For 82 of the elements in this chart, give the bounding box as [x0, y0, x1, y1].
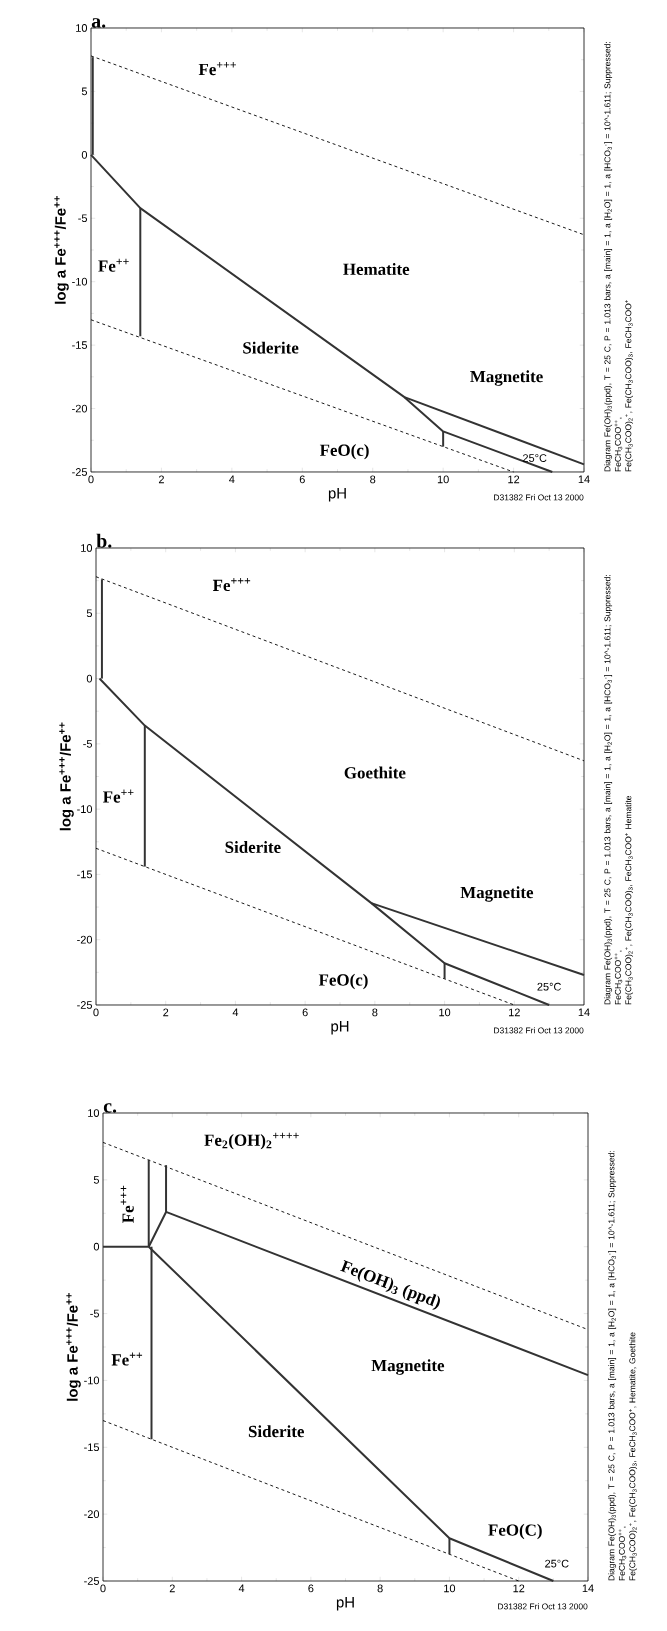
annotation: Fe$_{2}$(OH)$_{2}$++++: [204, 1132, 299, 1150]
y-tick-label: -20: [77, 935, 93, 944]
annotation: Magnetite: [371, 1359, 445, 1375]
y-tick-label: -5: [90, 1309, 100, 1318]
annotation: 25°C: [545, 1559, 569, 1568]
y-tick-label: -10: [84, 1376, 100, 1385]
annotation: 25°C: [523, 454, 547, 462]
annotation: FeO(C): [488, 1523, 542, 1540]
y-axis-title: log a Fe$^{+++}$/Fe$^{++}$: [54, 196, 69, 304]
y-tick-label: 10: [81, 544, 93, 552]
x-tick-label: 2: [158, 475, 164, 484]
x-tick-label: 6: [308, 1584, 314, 1593]
chart-title: a.: [91, 18, 106, 28]
y-tick-label: -5: [78, 214, 88, 223]
x-tick-label: 10: [439, 1008, 451, 1017]
text: D31382 Fri Oct 13 2000: [494, 494, 584, 501]
y-tick-label: -10: [77, 805, 93, 814]
y-tick-label: -15: [72, 341, 88, 349]
y-tick-label: 0: [93, 1242, 100, 1251]
x-tick-label: 14: [578, 475, 590, 484]
x-tick-label: 4: [232, 1008, 239, 1017]
annotation: Fe$^{++}$: [111, 1352, 143, 1366]
y-axis-title: log a Fe$^{+++}$/Fe$^{++}$: [59, 722, 74, 831]
x-tick-label: 8: [372, 1008, 378, 1017]
y-axis-title: log a Fe$^{+++}$/Fe$^{++}$: [66, 1293, 81, 1401]
y-tick-label: -15: [84, 1443, 100, 1452]
x-tick-label: 2: [163, 1008, 169, 1017]
y-tick-label: 0: [86, 674, 93, 683]
chart-title: b.: [96, 533, 112, 548]
x-tick-label: 12: [509, 1008, 520, 1017]
x-tick-label: 14: [582, 1584, 594, 1593]
chart-title: c.: [103, 1103, 117, 1113]
y-tick-label: -25: [77, 1001, 93, 1009]
text: D31382 Fri Oct 13 2000: [498, 1603, 588, 1610]
text: Fe(CH$_{3}$COO)$_{2}$$^{+}$, Fe(CH$_{3}$COO)$_{3}$, FeCH$_{3}$COO$^{+}$, Hematite, Goethite: [629, 1332, 638, 1581]
annotation: 25°C: [537, 982, 561, 991]
x-tick-label: 8: [370, 475, 376, 484]
x-axis-title: pH: [336, 1597, 354, 1611]
annotation: FeO(c): [319, 444, 369, 460]
x-tick-label: 14: [578, 1008, 590, 1017]
text: Fe(CH$_{3}$COO)$_{2}$$^{+}$, Fe(CH$_{3}$COO)$_{3}$, FeCH$_{3}$COO$^{+}$: [625, 300, 634, 472]
annotation: Hematite: [343, 263, 410, 275]
x-tick-label: 10: [437, 475, 449, 484]
annotation: Fe$^{+++}$: [120, 1185, 134, 1223]
annotation: Fe$^{+++}$: [212, 577, 251, 592]
annotation: Magnetite: [460, 886, 534, 902]
annotation: FeO(c): [318, 973, 368, 990]
text: Fe(CH$_{3}$COO)$_{2}$$^{+}$, Fe(CH$_{3}$COO)$_{3}$, FeCH$_{3}$COO$^{+}$ Hematite: [625, 795, 634, 1005]
y-tick-label: -25: [72, 468, 88, 476]
y-tick-label: -20: [84, 1510, 100, 1519]
x-tick-label: 4: [238, 1584, 245, 1593]
y-tick-label: -20: [72, 404, 88, 413]
y-tick-label: -25: [84, 1577, 100, 1585]
x-tick-label: 10: [444, 1584, 456, 1593]
x-tick-label: 12: [513, 1584, 525, 1593]
annotation: Siderite: [248, 1425, 304, 1438]
annotation: Fe$^{+++}$: [198, 62, 236, 76]
y-tick-label: -5: [83, 740, 93, 748]
y-tick-label: 10: [76, 24, 88, 32]
x-tick-label: 0: [100, 1584, 106, 1593]
annotation: Fe$^{++}$: [98, 258, 129, 272]
y-tick-label: 5: [93, 1176, 100, 1184]
x-tick-label: 6: [299, 475, 305, 484]
y-tick-label: 10: [88, 1109, 100, 1117]
annotation: Siderite: [225, 841, 281, 853]
x-tick-label: 2: [169, 1584, 175, 1593]
annotation: Fe$^{++}$: [103, 789, 134, 803]
text: D31382 Fri Oct 13 2000: [494, 1027, 584, 1034]
x-tick-label: 6: [302, 1008, 308, 1017]
x-axis-title: pH: [331, 1021, 349, 1035]
y-tick-label: 5: [86, 609, 93, 618]
y-tick-label: 5: [81, 87, 88, 96]
y-tick-label: 0: [81, 150, 88, 159]
annotation: Siderite: [243, 341, 299, 354]
annotation: Goethite: [344, 766, 406, 779]
y-tick-label: -15: [77, 870, 93, 879]
annotation: Magnetite: [470, 370, 543, 386]
x-tick-label: 8: [377, 1584, 383, 1593]
x-tick-label: 12: [508, 475, 520, 484]
x-tick-label: 4: [229, 475, 235, 484]
x-axis-title: pH: [328, 488, 346, 502]
y-tick-label: -10: [72, 277, 88, 286]
